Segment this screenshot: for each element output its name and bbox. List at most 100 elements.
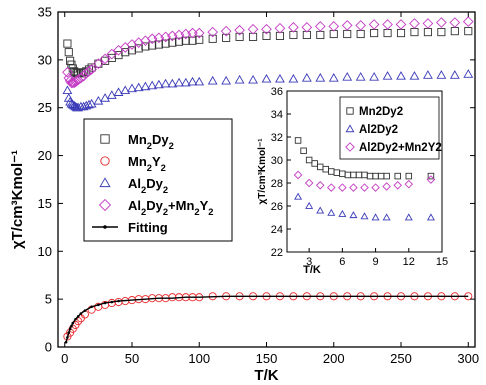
data-point [221,75,232,85]
fitting-point [64,340,68,344]
data-point [168,38,177,47]
inset-data-point [349,183,358,192]
inset-legend-marker [345,142,355,152]
inset-data-point [294,137,302,144]
inset-y-tick-label: 34 [271,109,283,121]
data-point [187,76,198,86]
data-point [86,98,97,108]
inset-legend-marker [346,107,354,115]
data-point [341,20,353,31]
data-point [462,16,474,27]
data-point [127,46,137,55]
data-point [343,29,352,39]
data-point [106,48,118,60]
data-point [133,37,145,48]
inset-data-point [426,213,435,221]
data-point [181,36,190,45]
data-point [78,70,89,82]
data-point [195,35,204,44]
inset-data-point [293,170,303,180]
main-legend-box [83,118,233,242]
data-point [93,58,104,70]
inset-y-tick-label: 26 [271,201,283,213]
legend-line-key-dot [103,225,107,229]
data-point [409,71,420,80]
data-point [67,77,79,89]
data-point [220,25,232,37]
data-point [76,69,85,78]
main-legend-entry: Mn2Dy2 [100,132,174,151]
fitting-point [68,327,72,331]
data-point [207,75,218,85]
data-point [120,85,131,95]
inset-data-marks [293,137,436,221]
inset-y-tick-label: 28 [271,178,283,190]
legend-label: Mn2Y2 [128,154,166,173]
data-point [315,72,326,82]
inset-data-point [349,211,358,219]
legend-label: Al2Dy2 [128,176,168,195]
main-x-tick-label: 250 [390,351,412,366]
main-x-tick-label: 100 [188,351,210,366]
inset-data-point [427,172,435,180]
main-axis-ticks: 0 50 100 150 200 250 300 0 5 10 15 20 25 30 35 [38,5,480,367]
inset-data-point [311,160,318,167]
data-point [75,72,87,84]
data-point [207,26,219,38]
data-point [106,90,117,99]
main-legend-entry: Al2Dy2 [99,176,168,195]
inset-y-axis-label: χT/cm³Kmol⁻¹ [257,138,268,205]
inset-data-point [305,156,313,164]
fitting-point [67,331,71,334]
data-point [175,37,184,46]
data-point [328,72,339,82]
inset-data-point [304,178,314,188]
data-point [148,41,157,50]
inset-data-point [360,212,369,220]
inset-series-mn2dy2 [294,137,435,180]
inset-data-point [300,147,307,155]
main-x-tick-label: 50 [125,351,139,366]
inset-y-tick-label: 22 [271,247,283,259]
data-point [127,83,137,93]
legend-marker [99,177,111,188]
main-x-tick-label: 150 [256,351,278,366]
main-x-axis-label: T/K [254,367,278,384]
data-point [93,95,104,105]
series-al2dy2-mn2y2 [62,16,474,89]
data-point [73,102,84,112]
inset-series-al2dy2 [294,192,435,221]
data-point [84,99,94,109]
fitting-point [70,324,73,328]
data-point [464,27,473,36]
main-legend-entry: Mn2Y2 [100,154,166,173]
inset-data-point [315,181,325,190]
data-point [370,29,379,38]
data-point [70,101,81,111]
data-point [174,77,184,87]
data-point [449,70,460,79]
data-point [382,71,393,80]
data-point [180,77,191,87]
inset-legend-marker [345,124,355,133]
inset-x-tick-label: 9 [373,256,379,268]
data-point [449,17,461,28]
data-point [436,70,447,79]
fitting-point [97,303,100,307]
data-point [422,18,434,29]
data-point [261,73,272,83]
data-point [288,73,299,83]
data-point [147,80,158,90]
main-y-tick-label: 20 [38,148,52,163]
inset-data-point [371,183,380,192]
data-point [450,27,459,36]
data-point [222,33,231,42]
inset-y-tick-label: 30 [271,155,283,167]
data-point [133,82,144,92]
legend-marker [98,198,112,212]
main-legend-entry: Al2Dy2+Mn2Y2 [98,198,213,217]
inset-x-tick-label: 6 [339,256,345,268]
data-point [275,73,285,83]
